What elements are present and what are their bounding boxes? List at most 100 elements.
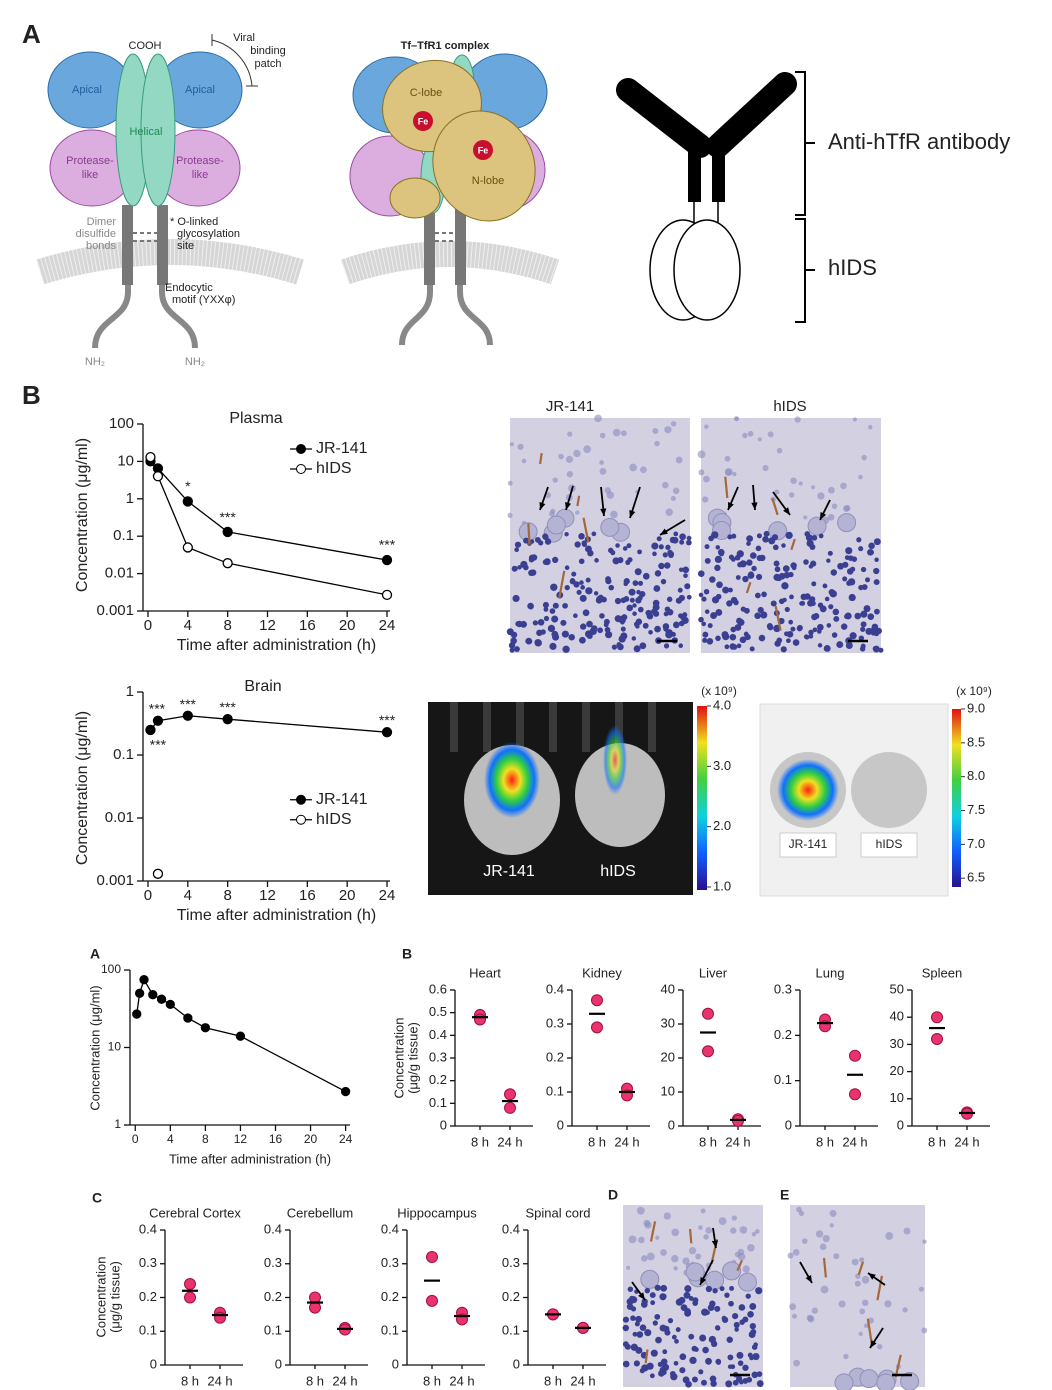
nucleus: [804, 531, 811, 537]
nucleus: [509, 647, 515, 653]
nucleus: [701, 621, 707, 627]
nucleus: [704, 557, 711, 564]
cell: [801, 1238, 808, 1244]
nucleus: [716, 581, 723, 589]
nucleus: [736, 1351, 744, 1359]
capillary: [576, 495, 581, 507]
nucleus: [614, 597, 622, 605]
nucleus: [652, 603, 660, 611]
x-tick-label: 8 h: [544, 1373, 562, 1388]
y-tick-label: 0.3: [774, 981, 792, 996]
cell: [735, 416, 740, 421]
label: like: [82, 169, 99, 181]
bracket: [795, 218, 815, 323]
nucleus: [523, 537, 530, 544]
annotation: ***: [379, 537, 396, 553]
nucleus: [781, 582, 789, 590]
nucleus: [656, 536, 662, 542]
label-box: [860, 832, 918, 858]
nucleus: [736, 550, 744, 558]
nucleus: [753, 1342, 758, 1347]
capillary: [558, 570, 566, 599]
image-label: JR-141: [483, 863, 535, 880]
nucleus: [622, 1324, 630, 1332]
nucleus: [580, 623, 587, 630]
stalk-body: [424, 205, 435, 285]
chart-title: Hippocampus: [397, 1205, 477, 1220]
antibody-stem: [712, 140, 725, 202]
nucleus: [649, 1292, 656, 1299]
cell: [552, 477, 558, 483]
membrane: [36, 239, 304, 285]
nucleus: [756, 573, 763, 580]
y-axis-label: (μg/g tissue): [405, 1022, 420, 1094]
nucleus: [811, 535, 818, 541]
legend-marker: [296, 444, 306, 454]
nucleus: [510, 631, 518, 639]
cell: [700, 1208, 706, 1214]
nucleus: [705, 1285, 713, 1293]
x-tick-label: 24 h: [954, 1134, 979, 1149]
nucleus: [653, 610, 660, 617]
neuron: [876, 1373, 896, 1390]
nucleus: [738, 1304, 746, 1311]
y-tick-label: 0.2: [546, 1049, 564, 1064]
image-label: JR-141: [546, 398, 594, 415]
nucleus: [859, 646, 866, 652]
neuron: [685, 1262, 705, 1282]
nucleus: [705, 1357, 712, 1365]
nucleus: [543, 615, 550, 622]
cell: [662, 481, 669, 489]
x-tick-label: 8 h: [181, 1373, 199, 1388]
nucleus: [739, 1319, 745, 1325]
nucleus: [733, 1321, 740, 1328]
nucleus: [654, 570, 662, 577]
nucleus: [515, 621, 521, 627]
y-tick-label: 0.3: [502, 1255, 520, 1270]
nucleus: [757, 606, 764, 614]
y-tick-label: 0.3: [139, 1255, 157, 1270]
nucleus: [674, 1339, 679, 1344]
nucleus: [635, 1315, 643, 1323]
nucleus: [785, 531, 793, 540]
nucleus: [722, 586, 730, 594]
capillary: [644, 1349, 649, 1364]
cell: [638, 1236, 645, 1244]
nucleus: [684, 1285, 692, 1293]
point: [381, 727, 393, 738]
nucleus: [658, 1370, 665, 1377]
nucleus: [860, 626, 866, 632]
label: NH₂: [85, 356, 105, 368]
cell: [838, 1300, 846, 1308]
nucleus: [639, 590, 646, 598]
label: C-lobe: [410, 87, 442, 99]
nucleus: [719, 1286, 725, 1292]
nucleus: [749, 552, 757, 559]
nucleus: [716, 1360, 721, 1365]
arrow-head: [539, 502, 546, 510]
nucleus: [863, 605, 871, 613]
y-tick-label: 40: [661, 981, 675, 996]
cell: [767, 431, 774, 438]
nucleus: [724, 644, 730, 650]
nucleus: [626, 604, 634, 612]
arrow-head: [870, 1340, 877, 1348]
nucleus: [688, 1333, 695, 1340]
cage-bar: [549, 702, 557, 752]
panel-label: B: [402, 946, 412, 962]
nucleus: [780, 646, 787, 653]
y-tick-label: 0.1: [113, 746, 134, 763]
stalk-body: [157, 205, 168, 285]
y-tick-label: 100: [109, 415, 134, 432]
x-tick-label: 12: [259, 617, 276, 634]
nucleus: [685, 1380, 692, 1388]
nucleus: [564, 532, 569, 537]
nucleus: [670, 631, 676, 637]
nucleus: [632, 1331, 638, 1337]
cell: [599, 432, 606, 439]
nucleus: [550, 583, 558, 591]
nucleus: [638, 580, 644, 586]
antibody-diagram: Anti-hTfR antibody hIDS: [616, 71, 1010, 323]
nucleus: [632, 603, 637, 608]
